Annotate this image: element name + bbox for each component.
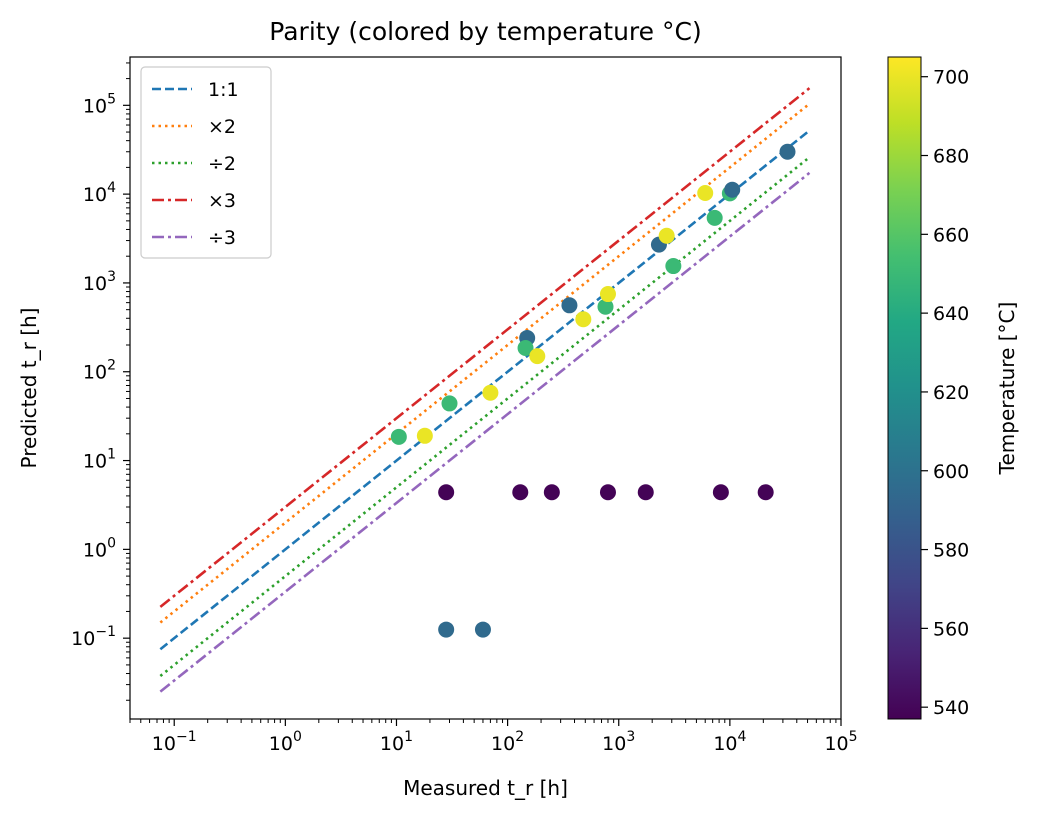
reference-line-1 (159, 102, 811, 624)
data-point-9 (597, 298, 614, 315)
data-point-12 (658, 227, 675, 244)
x-axis-label: Measured t_r [h] (403, 776, 568, 800)
colorbar-gradient (887, 56, 922, 720)
data-point-13 (665, 258, 682, 275)
reference-line-2 (159, 156, 811, 678)
colorbar: 540 560 580 600 620 640 660 680 700 Temperature … (887, 56, 1019, 720)
data-point-19 (438, 484, 455, 501)
data-point-5 (517, 340, 534, 357)
legend-entry-1: ×2 (208, 116, 236, 138)
data-point-20 (512, 484, 529, 501)
colorbar-tick-label-0: 540 (933, 697, 969, 719)
data-point-24 (712, 484, 729, 501)
x-tick-label-6: 105 (824, 729, 857, 755)
data-point-21 (543, 484, 560, 501)
data-point-14 (697, 184, 714, 201)
y-tick-label-5: 104 (83, 180, 116, 206)
data-point-25 (757, 484, 774, 501)
x-tick-label-3: 102 (491, 729, 524, 755)
data-point-22 (599, 484, 616, 501)
y-tick-label-1: 100 (83, 535, 116, 561)
x-tick-label-2: 101 (380, 729, 413, 755)
data-point-6 (529, 348, 546, 365)
legend: 1:1 ×2 ÷2 ×3 ÷3 (140, 66, 272, 259)
x-tick-label-0: 10−1 (152, 729, 197, 755)
colorbar-tick-label-1: 560 (933, 618, 969, 640)
plot-frame (129, 56, 842, 720)
x-tick-label-4: 103 (602, 729, 635, 755)
y-tick-label-6: 105 (83, 91, 116, 117)
reference-line-4 (159, 171, 811, 693)
chart-title: Parity (colored by temperature °C) (269, 17, 701, 46)
legend-entry-0: 1:1 (208, 79, 239, 101)
y-tick-label-2: 101 (83, 447, 116, 473)
x-tick-label-1: 100 (269, 729, 302, 755)
data-point-0 (390, 428, 407, 445)
legend-entry-2: ÷2 (208, 153, 236, 175)
legend-frame (140, 66, 272, 259)
data-point-15 (706, 209, 723, 226)
data-point-26 (438, 621, 455, 638)
colorbar-tick-label-2: 580 (933, 540, 969, 562)
data-point-23 (637, 484, 654, 501)
data-point-10 (599, 286, 616, 303)
y-axis-label: Predicted t_r [h] (17, 308, 41, 469)
data-point-1 (416, 427, 433, 444)
colorbar-tick-label-5: 640 (933, 303, 969, 325)
data-point-2 (441, 395, 458, 412)
data-point-17 (724, 181, 741, 198)
legend-entry-4: ÷3 (208, 227, 236, 249)
y-axis: 10−1 100 101 102 103 104 105 (71, 62, 130, 701)
data-points (390, 143, 796, 638)
data-point-18 (779, 143, 796, 160)
colorbar-tick-label-6: 660 (933, 224, 969, 246)
x-axis: 10−1 100 101 102 103 104 105 (129, 719, 858, 755)
reference-lines (159, 87, 811, 693)
colorbar-tick-label-7: 680 (933, 146, 969, 168)
y-tick-label-3: 102 (83, 358, 116, 384)
y-tick-label-0: 10−1 (71, 624, 116, 650)
reference-line-3 (159, 87, 811, 608)
colorbar-tick-label-8: 700 (933, 67, 969, 89)
colorbar-label: Temperature [°C] (995, 302, 1019, 476)
legend-entry-3: ×3 (208, 190, 236, 212)
x-tick-label-5: 104 (713, 729, 746, 755)
reference-line-0 (159, 129, 811, 651)
data-point-27 (474, 621, 491, 638)
y-tick-label-4: 103 (83, 269, 116, 295)
data-point-7 (561, 297, 578, 314)
data-point-8 (575, 311, 592, 328)
data-point-3 (482, 384, 499, 401)
colorbar-tick-label-3: 600 (933, 461, 969, 483)
colorbar-tick-label-4: 620 (933, 382, 969, 404)
